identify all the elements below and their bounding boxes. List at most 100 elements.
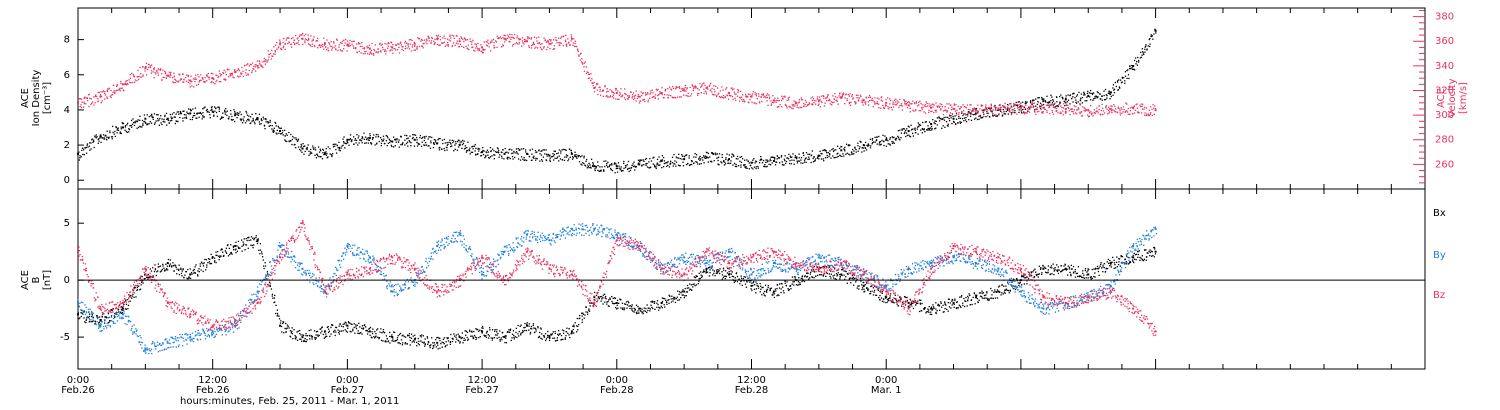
ion-density-point bbox=[179, 112, 182, 115]
b-bx-point bbox=[569, 336, 571, 339]
ion-density-point bbox=[1154, 28, 1156, 31]
velocity-point bbox=[418, 38, 420, 40]
b-bx-point bbox=[141, 275, 143, 278]
b-bx-point bbox=[178, 264, 180, 266]
velocity-point bbox=[199, 79, 201, 81]
velocity-point bbox=[585, 66, 587, 68]
velocity-point bbox=[417, 37, 419, 39]
b-bx-point bbox=[227, 255, 230, 257]
velocity-point bbox=[387, 47, 389, 49]
velocity-point bbox=[129, 81, 131, 84]
velocity-point bbox=[871, 97, 873, 100]
velocity-point bbox=[1014, 111, 1017, 114]
velocity-point bbox=[624, 92, 626, 95]
velocity-point bbox=[915, 101, 917, 103]
ion-density-point bbox=[843, 155, 845, 157]
ion-density-point bbox=[535, 157, 537, 159]
b-bx-point bbox=[305, 340, 308, 343]
velocity-point bbox=[138, 78, 140, 81]
velocity-point bbox=[862, 104, 864, 106]
velocity-point bbox=[427, 35, 429, 37]
velocity-point bbox=[1108, 108, 1111, 110]
velocity-point bbox=[1043, 108, 1046, 111]
ion-density-point bbox=[412, 136, 414, 139]
ion-density-point bbox=[339, 149, 341, 152]
velocity-point bbox=[967, 112, 969, 115]
velocity-point bbox=[1081, 111, 1083, 113]
velocity-point bbox=[831, 101, 834, 104]
velocity-point bbox=[180, 78, 183, 80]
ion-density-point bbox=[240, 119, 242, 122]
ion-density-point bbox=[248, 119, 250, 122]
ion-density-point bbox=[449, 142, 452, 144]
velocity-point bbox=[547, 46, 549, 48]
ion-density-point bbox=[776, 158, 778, 160]
ion-density-point bbox=[540, 150, 542, 152]
ion-density-point bbox=[460, 141, 463, 143]
ion-density-point bbox=[995, 107, 997, 109]
velocity-point bbox=[296, 38, 298, 40]
b-bx-point bbox=[276, 309, 278, 311]
ion-density-point bbox=[1112, 94, 1114, 97]
velocity-point bbox=[149, 65, 152, 67]
ion-density-point bbox=[1103, 94, 1105, 97]
ion-density-point bbox=[419, 134, 422, 137]
ion-density-point bbox=[108, 137, 110, 139]
ion-density-point bbox=[769, 158, 771, 160]
ion-density-point bbox=[304, 150, 306, 153]
velocity-point bbox=[1129, 107, 1132, 109]
ion-density-point bbox=[762, 159, 765, 162]
velocity-point bbox=[561, 36, 563, 38]
b-bx-point bbox=[337, 329, 339, 331]
velocity-point bbox=[263, 57, 265, 60]
b-bx-point bbox=[500, 337, 502, 339]
ion-density-point bbox=[760, 158, 762, 160]
ion-density-point bbox=[765, 161, 767, 164]
ion-density-point bbox=[134, 121, 136, 123]
ion-density-point bbox=[1047, 104, 1049, 106]
velocity-point bbox=[1095, 110, 1098, 112]
ion-density-point bbox=[833, 157, 835, 159]
velocity-point bbox=[748, 101, 750, 104]
velocity-point bbox=[838, 95, 840, 97]
velocity-point bbox=[1106, 108, 1108, 110]
velocity-point bbox=[518, 39, 520, 41]
b-bx-point bbox=[424, 343, 426, 345]
velocity-point bbox=[317, 37, 319, 40]
velocity-point bbox=[736, 95, 739, 97]
b-bx-point bbox=[99, 320, 101, 322]
velocity-point bbox=[855, 94, 858, 96]
velocity-point bbox=[589, 77, 591, 79]
b-bx-point bbox=[227, 244, 229, 246]
b-bx-point bbox=[267, 283, 269, 286]
b-bx-point bbox=[208, 258, 211, 260]
ion-density-point bbox=[522, 148, 525, 150]
ion-density-point bbox=[483, 150, 485, 152]
ion-density-point bbox=[461, 139, 464, 142]
velocity-point bbox=[1073, 112, 1075, 115]
ion-density-point bbox=[746, 167, 748, 170]
velocity-point bbox=[387, 42, 390, 44]
ion-density-point bbox=[811, 150, 814, 152]
ion-density-point bbox=[183, 110, 185, 112]
velocity-point bbox=[842, 92, 845, 94]
ion-density-point bbox=[910, 129, 913, 131]
velocity-point bbox=[126, 79, 128, 82]
ion-density-point bbox=[737, 165, 740, 167]
b-bx-point bbox=[305, 335, 307, 337]
b-bx-point bbox=[608, 305, 610, 307]
b-bx-point bbox=[139, 277, 142, 279]
b-bx-point bbox=[485, 336, 488, 338]
velocity-point bbox=[923, 105, 926, 107]
ion-density-point bbox=[1035, 98, 1037, 100]
ion-density-point bbox=[928, 128, 931, 130]
b-bx-point bbox=[586, 313, 589, 315]
ion-density-point bbox=[549, 159, 551, 161]
ion-density-point bbox=[1149, 43, 1151, 45]
velocity-point bbox=[555, 36, 557, 39]
ion-density-point bbox=[822, 149, 824, 152]
b-bx-point bbox=[357, 332, 359, 335]
velocity-point bbox=[836, 100, 838, 103]
ion-density-point bbox=[1112, 84, 1115, 86]
ion-density-point bbox=[772, 156, 774, 158]
